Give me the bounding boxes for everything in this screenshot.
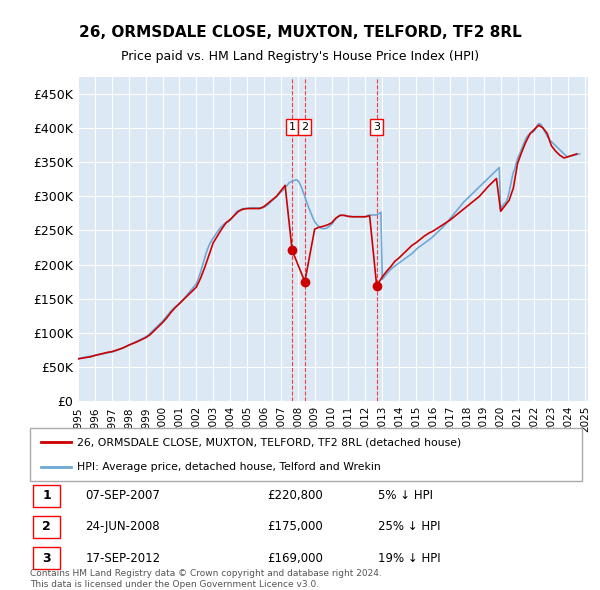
FancyBboxPatch shape <box>33 547 61 569</box>
Text: 2: 2 <box>42 520 51 533</box>
Text: £220,800: £220,800 <box>268 489 323 502</box>
Text: Contains HM Land Registry data © Crown copyright and database right 2024.
This d: Contains HM Land Registry data © Crown c… <box>30 569 382 589</box>
Text: 3: 3 <box>42 552 51 565</box>
Text: 2: 2 <box>301 122 308 132</box>
Text: 5% ↓ HPI: 5% ↓ HPI <box>378 489 433 502</box>
Text: 26, ORMSDALE CLOSE, MUXTON, TELFORD, TF2 8RL: 26, ORMSDALE CLOSE, MUXTON, TELFORD, TF2… <box>79 25 521 40</box>
Text: 25% ↓ HPI: 25% ↓ HPI <box>378 520 440 533</box>
Text: 1: 1 <box>289 122 296 132</box>
Text: 1: 1 <box>42 489 51 502</box>
FancyBboxPatch shape <box>33 516 61 538</box>
Text: £175,000: £175,000 <box>268 520 323 533</box>
Text: 24-JUN-2008: 24-JUN-2008 <box>85 520 160 533</box>
Text: 3: 3 <box>373 122 380 132</box>
FancyBboxPatch shape <box>33 485 61 507</box>
Text: 19% ↓ HPI: 19% ↓ HPI <box>378 552 440 565</box>
Text: 17-SEP-2012: 17-SEP-2012 <box>85 552 160 565</box>
Text: HPI: Average price, detached house, Telford and Wrekin: HPI: Average price, detached house, Telf… <box>77 461 380 471</box>
Text: 26, ORMSDALE CLOSE, MUXTON, TELFORD, TF2 8RL (detached house): 26, ORMSDALE CLOSE, MUXTON, TELFORD, TF2… <box>77 437 461 447</box>
Text: Price paid vs. HM Land Registry's House Price Index (HPI): Price paid vs. HM Land Registry's House … <box>121 50 479 63</box>
Text: £169,000: £169,000 <box>268 552 323 565</box>
FancyBboxPatch shape <box>30 428 582 481</box>
Text: 07-SEP-2007: 07-SEP-2007 <box>85 489 160 502</box>
